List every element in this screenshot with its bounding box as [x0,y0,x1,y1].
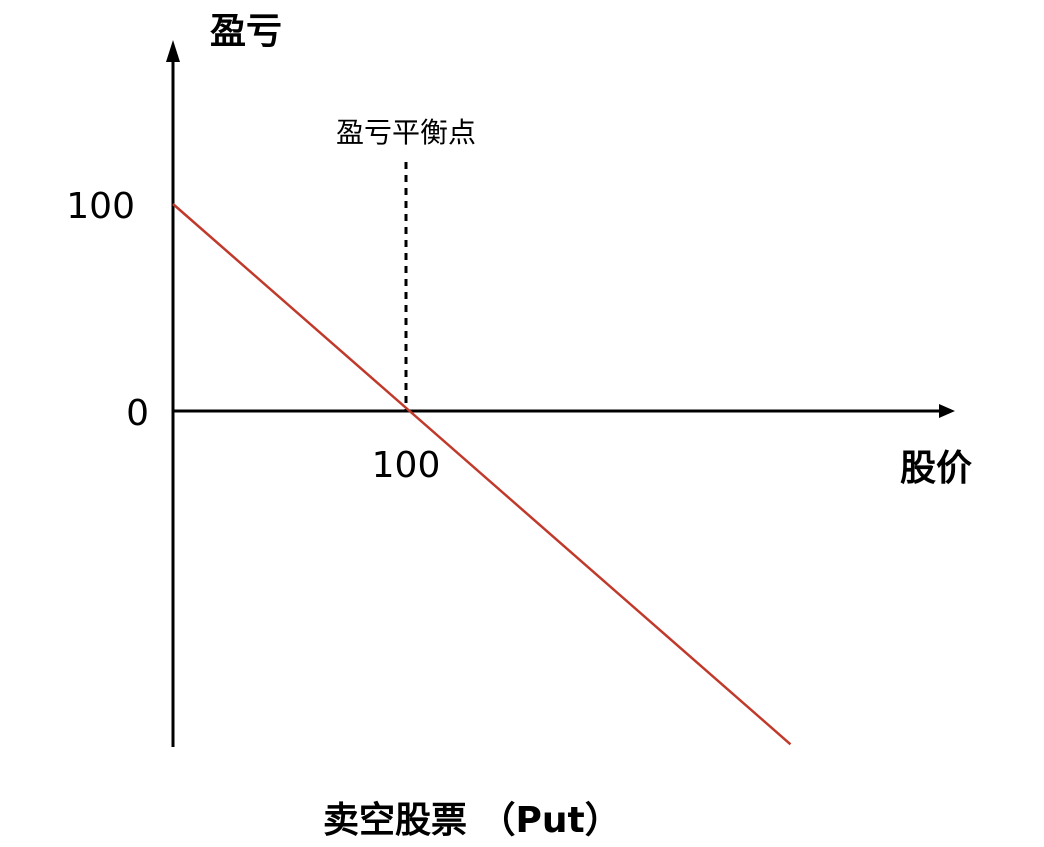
x-axis-arrowhead [939,404,955,418]
breakeven-label: 盈亏平衡点 [336,116,476,149]
x-axis-label: 股价 [900,448,972,489]
chart-caption: 卖空股票 （Put） [323,800,621,841]
y-axis-label: 盈亏 [210,11,282,52]
x-tick-label-100: 100 [372,445,441,486]
y-axis-arrowhead [166,40,180,62]
y-tick-label-100: 100 [66,186,135,227]
series-payoff-line [172,203,792,746]
y-tick-label-0: 0 [126,393,149,434]
